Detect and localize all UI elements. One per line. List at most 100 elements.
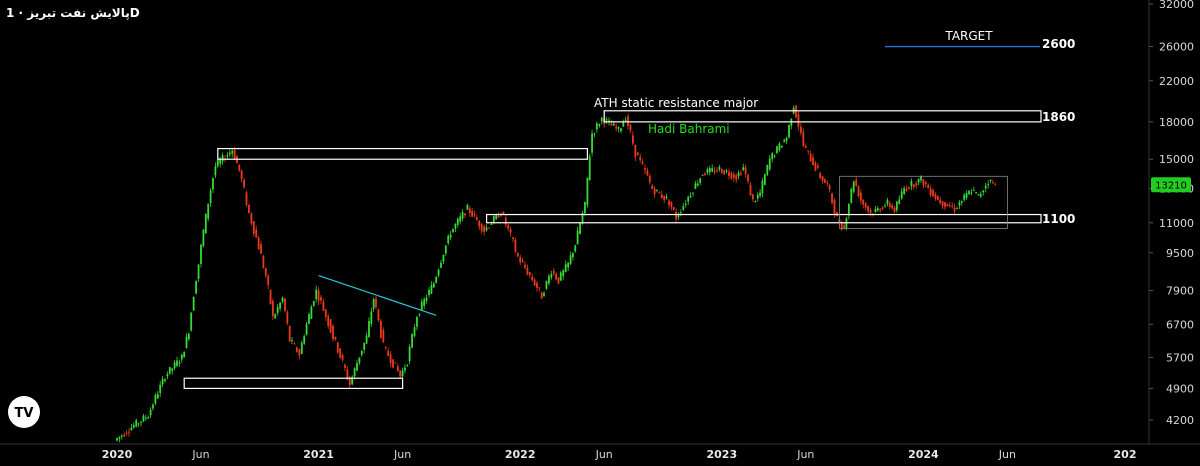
trend-line[interactable]	[318, 275, 437, 316]
candle-body	[752, 194, 754, 200]
candle-body	[771, 153, 774, 160]
resistance-zone[interactable]	[217, 147, 589, 160]
candle-body	[356, 362, 358, 371]
candle-body	[730, 173, 733, 179]
candle-body	[665, 197, 668, 199]
candle-body	[344, 364, 346, 368]
candle-body	[149, 409, 152, 416]
candle-body	[190, 312, 193, 331]
candle-body	[809, 153, 812, 162]
candle-body	[504, 217, 507, 225]
candle-body	[939, 199, 942, 204]
candle-body	[944, 202, 946, 207]
candle-body	[816, 165, 819, 168]
candle-body	[521, 260, 524, 263]
candle-body	[459, 216, 462, 222]
candle-body	[531, 276, 534, 280]
candle-body	[994, 183, 997, 185]
candle-body	[639, 156, 642, 160]
candle-body	[116, 438, 118, 441]
candle-body	[960, 201, 963, 203]
candle-body	[406, 364, 409, 366]
candle-body	[800, 126, 802, 133]
candle-body	[725, 170, 728, 172]
resistance-zone[interactable]	[603, 110, 1042, 123]
candle-body	[308, 314, 310, 324]
candle-body	[312, 301, 315, 306]
candle-body	[728, 171, 730, 176]
candle-body	[257, 237, 260, 250]
candle-body	[475, 217, 478, 221]
tradingview-logo[interactable]: TV	[8, 396, 40, 428]
candles-layer	[116, 104, 997, 443]
candle-body	[569, 255, 572, 264]
candle-body	[687, 196, 690, 202]
x-tick-label: Jun	[796, 448, 814, 461]
candle-body	[692, 192, 694, 194]
candle-body	[507, 224, 510, 229]
candle-body	[327, 316, 330, 327]
candle-body	[783, 140, 786, 142]
candle-body	[706, 169, 709, 173]
target-value: 2600	[1042, 37, 1075, 51]
candle-body	[701, 174, 704, 176]
candle-body	[953, 207, 956, 212]
candle-body	[519, 257, 522, 263]
candle-body	[579, 223, 581, 234]
candle-body	[699, 178, 702, 183]
resistance-zone[interactable]	[183, 377, 404, 390]
candle-body	[389, 354, 392, 364]
candle-body	[298, 349, 301, 356]
candle-body	[303, 336, 306, 344]
y-tick-label: 32000	[1159, 0, 1194, 11]
x-tick-label: 2023	[706, 448, 737, 461]
candle-body	[948, 205, 951, 207]
candle-body	[164, 379, 166, 382]
range-box[interactable]	[839, 175, 1008, 229]
candle-body	[828, 185, 831, 190]
candle-body	[852, 181, 855, 192]
y-tick-label: 22000	[1159, 75, 1194, 88]
candle-body	[404, 367, 406, 371]
candle-body	[461, 212, 464, 219]
candle-body	[797, 114, 800, 127]
candle-body	[840, 222, 843, 230]
zones-layer	[183, 110, 1042, 390]
candle-body	[524, 264, 526, 268]
candle-body	[795, 105, 797, 118]
candle-body	[456, 218, 459, 225]
candle-body	[214, 166, 217, 176]
candle-body	[248, 204, 250, 213]
candle-body	[120, 435, 123, 437]
candle-body	[288, 325, 291, 342]
y-tick-label: 11000	[1159, 217, 1194, 230]
candle-body	[965, 193, 968, 198]
candle-body	[867, 206, 869, 212]
x-tick-label: 2022	[505, 448, 536, 461]
candle-body	[620, 128, 622, 132]
candle-body	[610, 123, 613, 126]
candle-body	[440, 262, 442, 268]
resistance-zone[interactable]	[486, 213, 1042, 224]
candle-body	[202, 229, 205, 247]
candle-body	[226, 155, 229, 157]
candle-body	[423, 299, 426, 306]
candle-body	[130, 427, 133, 431]
candle-body	[264, 268, 267, 276]
candle-body	[850, 188, 853, 203]
candle-body	[488, 227, 490, 229]
candle-body	[682, 206, 685, 210]
candle-body	[394, 362, 397, 364]
candle-body	[646, 170, 649, 176]
candle-body	[696, 183, 699, 186]
candle-body	[641, 161, 644, 164]
candle-body	[274, 314, 277, 319]
candle-body	[893, 207, 896, 213]
x-tick-label: 2020	[102, 448, 133, 461]
candle-body	[634, 144, 637, 158]
candle-body	[874, 208, 877, 213]
candle-body	[502, 211, 505, 215]
candle-body	[135, 420, 138, 427]
candle-body	[118, 436, 121, 439]
